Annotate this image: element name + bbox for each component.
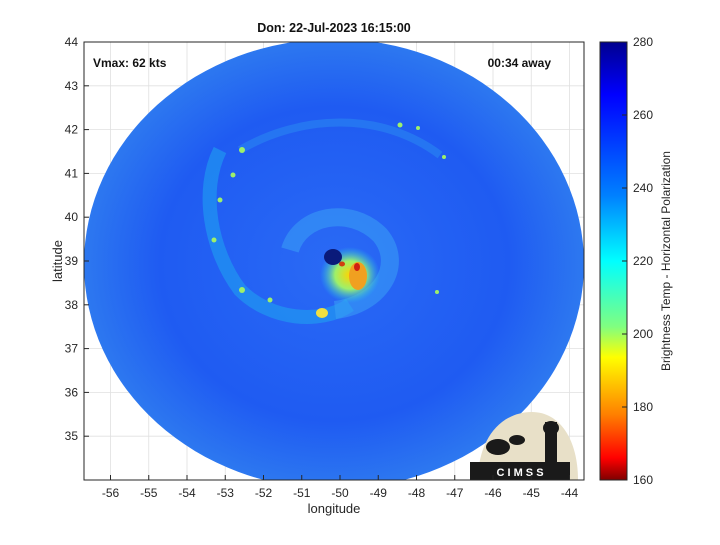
y-tick-label: 42 bbox=[65, 123, 79, 137]
y-tick-label: 44 bbox=[65, 35, 79, 49]
y-tick-label: 40 bbox=[65, 210, 79, 224]
y-tick-label: 39 bbox=[65, 254, 79, 268]
x-tick-label: -50 bbox=[331, 486, 349, 500]
chart-title: Don: 22-Jul-2023 16:15:00 bbox=[257, 21, 411, 35]
y-tick-label: 37 bbox=[65, 342, 79, 356]
x-tick-label: -51 bbox=[293, 486, 311, 500]
y-axis-label: latitude bbox=[50, 240, 65, 282]
convective-cells bbox=[211, 122, 446, 303]
logo-text: C I M S S bbox=[496, 467, 543, 479]
vmax-label: Vmax: 62 kts bbox=[93, 56, 167, 70]
y-tick-labels: 44 43 42 41 40 39 38 37 36 35 bbox=[65, 35, 89, 443]
colorbar-label: Brightness Temp - Horizontal Polarizatio… bbox=[659, 151, 673, 371]
x-tick-label: -56 bbox=[102, 486, 120, 500]
colorbar-tick-label: 160 bbox=[633, 473, 653, 487]
x-tick-label: -44 bbox=[561, 486, 579, 500]
x-tick-label: -47 bbox=[446, 486, 464, 500]
hot-core bbox=[354, 263, 360, 271]
y-tick-label: 35 bbox=[65, 429, 79, 443]
northern-rainband bbox=[237, 118, 443, 159]
y-tick-label: 38 bbox=[65, 298, 79, 312]
colorbar-tick-label: 260 bbox=[633, 108, 653, 122]
colorbar-tick-label: 280 bbox=[633, 35, 653, 49]
hot-core bbox=[339, 261, 345, 267]
colorbar-tick-label: 200 bbox=[633, 327, 653, 341]
colorbar-tick-labels: 280 260 240 220 200 180 160 bbox=[622, 35, 653, 487]
y-tick-label: 41 bbox=[65, 166, 79, 180]
convective-cell bbox=[316, 308, 328, 318]
x-tick-label: -49 bbox=[370, 486, 388, 500]
x-tick-label: -45 bbox=[523, 486, 541, 500]
hurricane-eye bbox=[324, 249, 342, 265]
y-tick-label: 36 bbox=[65, 385, 79, 399]
spiral-arm bbox=[281, 208, 399, 319]
x-tick-label: -54 bbox=[178, 486, 196, 500]
y-tick-label: 43 bbox=[65, 79, 79, 93]
x-tick-label: -52 bbox=[255, 486, 273, 500]
x-tick-labels: -56 -55 -54 -53 -52 -51 -50 -49 -48 -47 -46 -45 -44 bbox=[102, 475, 579, 500]
colorbar-tick-label: 180 bbox=[633, 400, 653, 414]
colorbar-tick-label: 220 bbox=[633, 254, 653, 268]
x-tick-label: -46 bbox=[484, 486, 502, 500]
x-tick-label: -48 bbox=[408, 486, 426, 500]
cimss-logo: C I M S S bbox=[470, 412, 578, 480]
time-label: 00:34 away bbox=[488, 56, 552, 70]
x-axis-label: longitude bbox=[308, 501, 361, 516]
x-tick-label: -53 bbox=[217, 486, 235, 500]
x-tick-label: -55 bbox=[140, 486, 158, 500]
colorbar-tick-label: 240 bbox=[633, 181, 653, 195]
eyewall-core bbox=[349, 262, 367, 290]
